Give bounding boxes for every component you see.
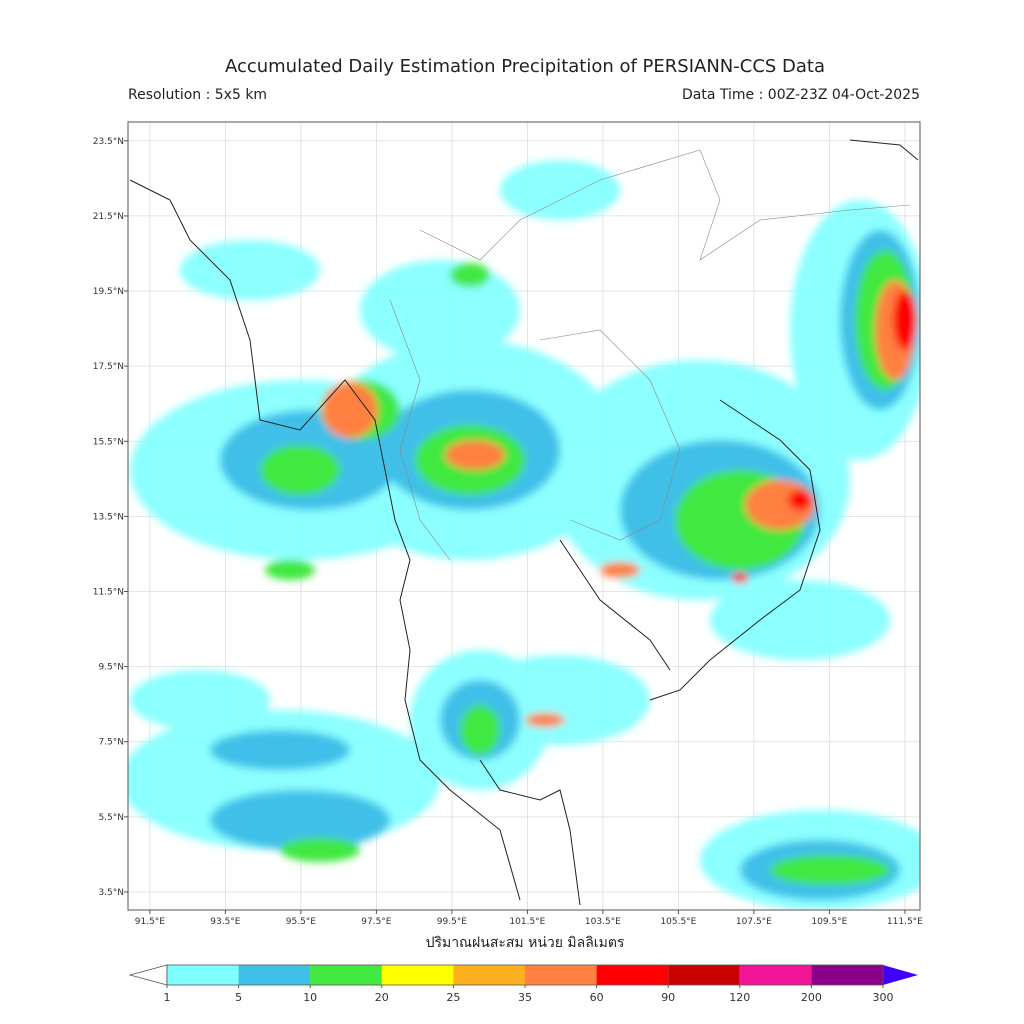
x-tick-label: 97.5°E — [361, 917, 392, 927]
colorbar-segment — [238, 965, 311, 985]
y-tick-label: 19.5°N — [93, 287, 124, 297]
y-tick-label: 15.5°N — [93, 437, 124, 447]
y-tick-label: 3.5°N — [98, 888, 124, 898]
colorbar-tick-label: 5 — [235, 991, 242, 1004]
colorbar-tick-label: 20 — [375, 991, 389, 1004]
colorbar-tick-label: 1 — [164, 991, 171, 1004]
resolution-label: Resolution : 5x5 km — [128, 87, 267, 103]
y-tick-label: 5.5°N — [98, 813, 124, 823]
y-tick-label: 7.5°N — [98, 738, 124, 748]
x-tick-label: 95.5°E — [286, 917, 317, 927]
borders — [389, 149, 911, 561]
data-time-label: Data Time : 00Z-23Z 04-Oct-2025 — [682, 87, 920, 103]
colorbar-over — [883, 965, 918, 985]
colorbar-tick-label: 35 — [518, 991, 532, 1004]
colorbar-segment — [310, 965, 382, 985]
colorbar-tick-label: 25 — [446, 991, 460, 1004]
y-tick-label: 17.5°N — [93, 362, 124, 372]
x-tick-label: 91.5°E — [135, 917, 166, 927]
y-tick-label: 11.5°N — [93, 587, 124, 597]
x-tick-label: 103.5°E — [585, 917, 621, 927]
map-area — [128, 122, 920, 910]
colorbar-segment — [739, 965, 812, 985]
x-tick-label: 109.5°E — [811, 917, 847, 927]
y-tick-label: 21.5°N — [93, 212, 124, 222]
coastlines — [129, 139, 919, 906]
axis-ticks: 91.5°E 93.5°E 95.5°E 97.5°E 99.5°E 101.5°E 103… — [93, 137, 923, 927]
colorbar-tick-label: 300 — [873, 991, 894, 1004]
y-tick-label: 9.5°N — [98, 663, 124, 673]
colorbar-segment — [668, 965, 740, 985]
x-tick-label: 105.5°E — [660, 917, 696, 927]
colorbar-segment — [811, 965, 883, 985]
y-tick-label: 23.5°N — [93, 137, 124, 147]
colorbar-under — [128, 964, 168, 986]
colorbar-label: ปริมาณฝนสะสม หน่วย มิลลิเมตร — [426, 935, 625, 951]
colorbar-segment — [453, 965, 525, 985]
colorbar-tick-label: 200 — [801, 991, 822, 1004]
colorbar-tick-label: 120 — [729, 991, 750, 1004]
colorbar-segment — [596, 965, 669, 985]
x-tick-label: 107.5°E — [736, 917, 772, 927]
colorbar: 1 5 10 20 25 35 60 90 120 200 300 — [128, 964, 918, 1004]
colorbar-segment — [167, 965, 239, 985]
colorbar-tick-label: 10 — [303, 991, 317, 1004]
colorbar-segment — [381, 965, 454, 985]
colorbar-tick-label: 60 — [590, 991, 604, 1004]
x-tick-label: 111.5°E — [887, 917, 923, 927]
rain-extreme — [732, 290, 917, 583]
x-tick-label: 99.5°E — [437, 917, 468, 927]
map-title: Accumulated Daily Estimation Precipitati… — [225, 56, 825, 77]
precipitation-field — [128, 160, 920, 910]
colorbar-tick-label: 90 — [661, 991, 675, 1004]
colorbar-segment — [525, 965, 597, 985]
x-tick-label: 93.5°E — [210, 917, 241, 927]
y-tick-label: 13.5°N — [93, 512, 124, 522]
x-tick-label: 101.5°E — [509, 917, 545, 927]
